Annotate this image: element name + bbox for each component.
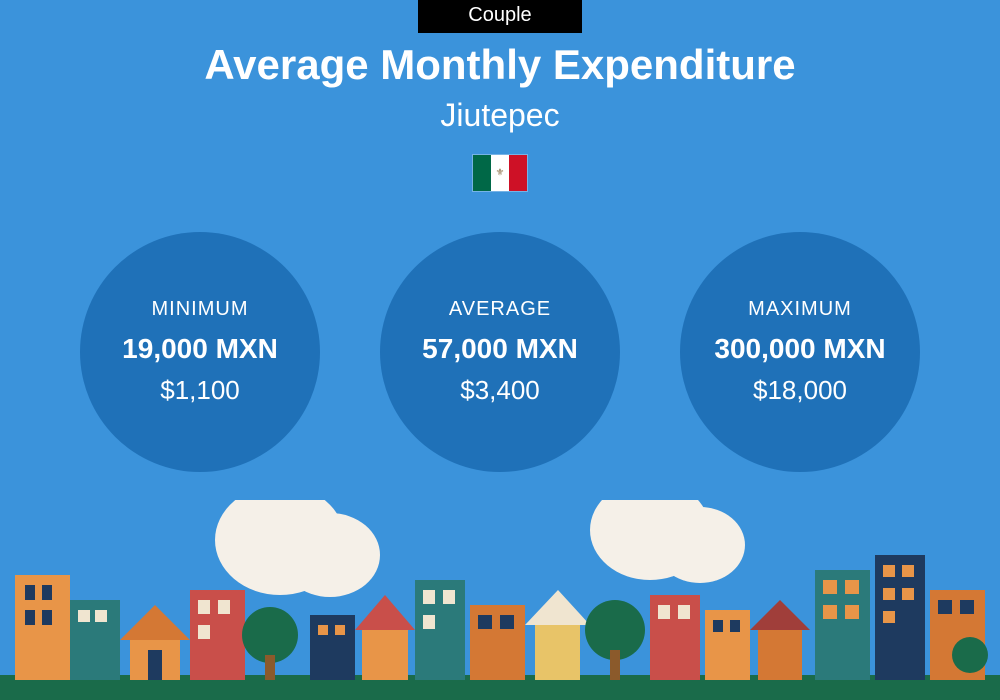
page-title: Average Monthly Expenditure: [204, 41, 795, 89]
country-flag: ⚜: [472, 154, 528, 192]
flag-stripe-3: [509, 155, 527, 191]
flag-emblem-icon: ⚜: [496, 168, 505, 179]
stat-usd: $18,000: [753, 375, 847, 406]
stat-amount: 57,000 MXN: [422, 333, 578, 365]
badge-label: Couple: [468, 4, 531, 26]
stat-usd: $3,400: [460, 375, 540, 406]
stat-amount: 300,000 MXN: [714, 333, 885, 365]
stat-label: MAXIMUM: [748, 298, 852, 321]
stat-label: MINIMUM: [152, 298, 249, 321]
stats-container: MINIMUM 19,000 MXN $1,100 AVERAGE 57,000…: [0, 232, 1000, 472]
stat-circle-minimum: MINIMUM 19,000 MXN $1,100: [80, 232, 320, 472]
stat-amount: 19,000 MXN: [122, 333, 278, 365]
stat-circle-average: AVERAGE 57,000 MXN $3,400: [380, 232, 620, 472]
stat-usd: $1,100: [160, 375, 240, 406]
location-name: Jiutepec: [440, 97, 559, 134]
category-badge: Couple: [418, 0, 581, 33]
flag-stripe-1: [473, 155, 491, 191]
stat-label: AVERAGE: [449, 298, 551, 321]
stat-circle-maximum: MAXIMUM 300,000 MXN $18,000: [680, 232, 920, 472]
